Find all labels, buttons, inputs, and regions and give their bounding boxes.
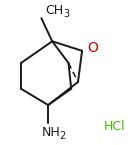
Text: 2: 2 [60, 131, 66, 141]
Text: O: O [87, 41, 98, 55]
Text: HCl: HCl [104, 120, 125, 133]
Text: 3: 3 [64, 9, 70, 19]
Text: CH: CH [45, 4, 64, 17]
Text: NH: NH [41, 126, 60, 139]
